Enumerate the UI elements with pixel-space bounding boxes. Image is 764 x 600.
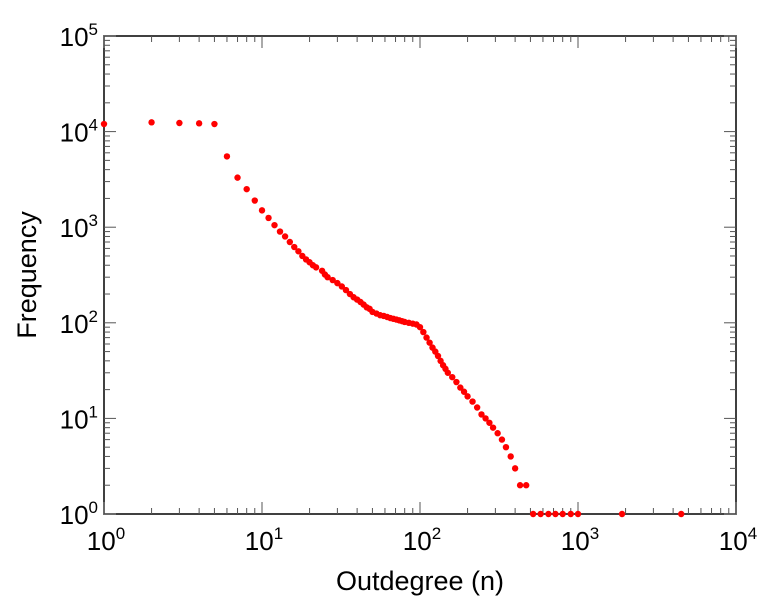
x-tick-labels: 100 101 102 103 104 [87,524,757,556]
data-point [195,120,203,127]
data-point [489,424,497,431]
data-point [291,243,298,251]
data-point [286,238,294,246]
data-point [211,120,218,128]
axis-ticks [103,35,737,515]
data-point [420,328,427,336]
plot-area [103,35,737,515]
data-point [426,339,433,346]
data-point [486,419,493,426]
data-point [511,465,519,472]
x-tick-label: 101 [245,524,283,556]
data-point [329,276,336,284]
y-tick-label: 105 [60,20,98,52]
y-tick-label: 100 [60,498,98,530]
y-axis-title: Frequency [12,211,42,339]
data-point [416,323,424,331]
x-tick-label: 103 [561,524,599,556]
data-point [243,185,250,193]
y-tick-label: 101 [60,402,98,434]
data-point [423,334,430,341]
y-tick-label: 104 [60,116,98,148]
data-point [434,352,442,360]
data-point [148,119,155,126]
data-point [494,430,501,437]
data-point [271,221,278,229]
data-point [473,404,481,411]
data-point [449,373,456,381]
data-point [338,283,346,290]
data-point [265,214,272,222]
data-point [537,510,544,518]
data-point [482,415,489,422]
data-point [453,378,460,386]
data-point [516,482,524,489]
data-point [234,174,241,181]
data-point [574,510,582,518]
data-point [469,398,476,405]
data-point [342,286,350,294]
y-tick-label: 102 [60,307,98,339]
data-point [559,510,566,518]
data-point [312,264,320,271]
data-point [324,273,331,281]
data-point [460,388,468,395]
data-point [552,510,559,518]
data-point [100,120,108,128]
data-points [100,119,685,518]
x-tick-label: 102 [403,524,441,556]
data-point [567,510,574,518]
data-point [498,436,506,443]
data-point [258,207,266,214]
data-point [251,197,258,204]
data-point [678,510,685,518]
data-point [464,393,471,400]
x-tick-label: 104 [719,524,757,556]
x-axis-title: Outdegree (n) [336,566,504,596]
y-tick-labels: 100 101 102 103 104 105 [60,20,98,530]
data-point [545,510,552,518]
data-point [281,233,289,240]
data-point [334,279,341,287]
data-point [295,248,302,255]
data-point [529,510,537,518]
data-point [502,443,510,451]
x-tick-label: 100 [87,524,125,556]
data-point [444,369,452,376]
data-point [507,453,514,460]
data-point [223,153,231,160]
data-point [176,119,183,127]
data-point [478,411,485,418]
data-point [276,228,284,235]
data-point [522,482,530,489]
y-tick-label: 103 [60,211,98,243]
data-point [457,384,464,391]
data-point [618,510,626,518]
